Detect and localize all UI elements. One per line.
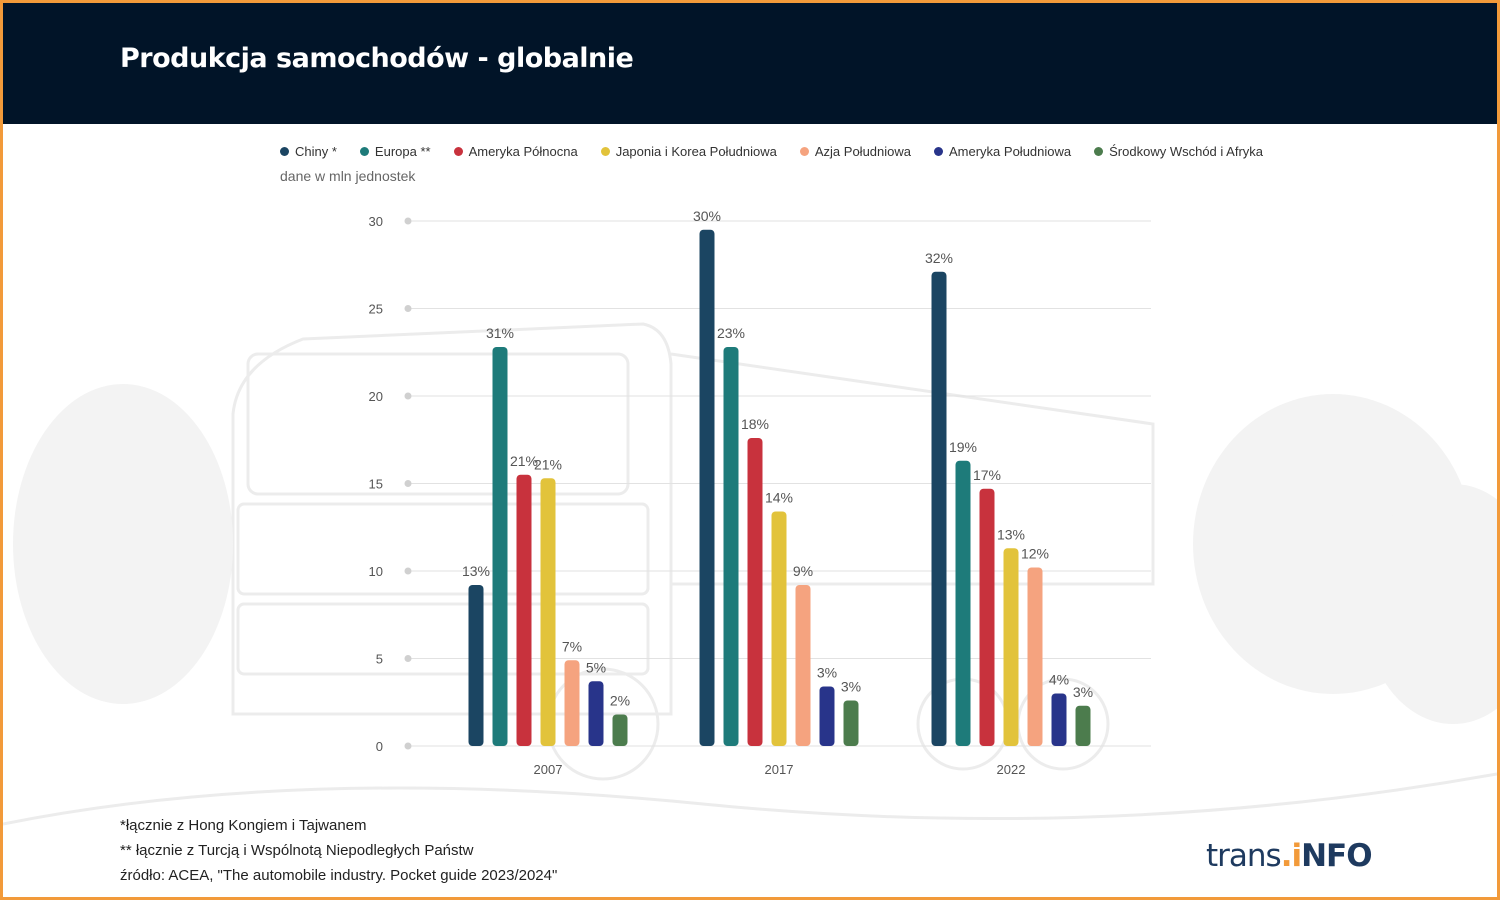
legend-label: Europa ** <box>374 143 431 159</box>
bar <box>747 438 763 746</box>
bar <box>931 271 947 746</box>
bar-chart: 0 5 10 15 20 25 30 13% 31% 21%21% 7%5% 2% 2007 30% 23%… <box>369 208 1151 777</box>
data-label: 3% <box>1073 684 1093 700</box>
unit-label: dane w mln jednostek <box>280 168 416 184</box>
axis-tick-dot <box>404 567 412 575</box>
legend-item: Chiny * <box>280 144 337 159</box>
legend-dot <box>1094 146 1104 156</box>
source-note: źródło: ACEA, "The automobile industry. … <box>120 867 558 884</box>
bar <box>1075 705 1091 746</box>
header-bar: Produkcja samochodów - globalnie <box>3 3 1497 124</box>
y-tick-label: 0 <box>376 739 383 754</box>
trans-info-logo: trans.iNFO <box>1206 838 1373 874</box>
data-label: 14% <box>765 490 793 506</box>
data-label: 30% <box>693 208 721 224</box>
bar <box>468 585 484 746</box>
data-label: 21% <box>510 453 538 469</box>
bar <box>492 347 508 746</box>
footnote-europe: ** łącznie z Turcją i Wspólnotą Niepodle… <box>120 842 474 859</box>
legend-label: Ameryka Północna <box>468 143 578 159</box>
bar <box>612 714 628 746</box>
legend-dot <box>453 146 463 156</box>
x-tick-label: 2007 <box>534 762 563 777</box>
bar <box>1051 693 1067 746</box>
bar <box>819 686 835 746</box>
bar <box>771 511 787 746</box>
legend-label: Japonia i Korea Południowa <box>615 143 777 159</box>
bar <box>699 229 715 746</box>
data-label: 5% <box>586 659 606 675</box>
axis-tick-dot <box>404 655 412 662</box>
x-tick-label: 2022 <box>997 762 1026 777</box>
data-label: 4% <box>1049 672 1069 688</box>
data-label: 31% <box>486 325 514 341</box>
legend-label: Chiny * <box>295 143 337 159</box>
legend-dot <box>600 146 610 156</box>
legend-label: Środkowy Wschód i Afryka <box>1109 143 1264 159</box>
legend-dot <box>934 146 943 156</box>
axis-tick-dot <box>404 480 412 487</box>
data-label: 3% <box>817 665 837 681</box>
legend-label: Ameryka Południowa <box>949 143 1072 159</box>
data-label: 13% <box>462 563 490 579</box>
data-label: 13% <box>997 526 1025 542</box>
legend-item: Ameryka Północna <box>453 143 578 159</box>
bar <box>588 681 604 746</box>
legend-dot <box>359 146 369 156</box>
data-label: 19% <box>949 439 977 455</box>
legend-item: Ameryka Południowa <box>934 144 1071 159</box>
bar <box>540 478 556 746</box>
legend-dot <box>280 146 289 156</box>
axis-tick-dot <box>404 742 412 750</box>
data-label: 18% <box>741 416 769 432</box>
data-label: 21% <box>534 456 562 472</box>
y-tick-label: 30 <box>369 214 383 229</box>
axis-tick-dot <box>404 305 412 312</box>
legend-label: Azja Południowa <box>814 143 911 159</box>
footnote-china: *łącznie z Hong Kongiem i Tajwanem <box>120 817 367 834</box>
data-label: 3% <box>841 679 861 695</box>
x-tick-label: 2017 <box>765 762 794 777</box>
bar <box>1003 548 1019 746</box>
data-label: 32% <box>925 250 953 266</box>
bar <box>955 460 971 746</box>
legend-item: Azja Południowa <box>799 143 911 159</box>
page-title: Produkcja samochodów - globalnie <box>120 43 634 74</box>
legend-dot <box>799 146 809 156</box>
bar <box>843 700 859 746</box>
truck-background-illustration <box>3 322 1497 826</box>
data-label: 17% <box>973 467 1001 483</box>
data-label: 7% <box>562 638 582 654</box>
axis-tick-dot <box>404 217 412 225</box>
legend-item: Środkowy Wschód i Afryka <box>1094 144 1263 159</box>
data-label: 9% <box>793 563 813 579</box>
y-tick-label: 15 <box>369 477 383 492</box>
chart-legend: Chiny * Europa ** Ameryka Północna Japonia … <box>280 140 1286 162</box>
footnotes: *łącznie z Hong Kongiem i Tajwanem ** łą… <box>120 813 557 888</box>
bar <box>795 585 811 746</box>
y-tick-label: 20 <box>369 389 383 404</box>
bar <box>979 488 995 746</box>
y-tick-label: 5 <box>376 652 383 667</box>
legend-item: Japonia i Korea Południowa <box>600 143 777 159</box>
legend-item: Europa ** <box>359 143 431 159</box>
bar <box>564 660 580 746</box>
data-label: 12% <box>1021 546 1049 562</box>
data-label: 23% <box>717 325 745 341</box>
y-tick-label: 10 <box>369 564 383 579</box>
axis-tick-dot <box>404 392 412 400</box>
bar <box>1027 567 1043 746</box>
bar <box>516 474 532 746</box>
bar <box>723 347 739 746</box>
y-tick-label: 25 <box>369 302 383 317</box>
data-label: 2% <box>610 693 630 709</box>
